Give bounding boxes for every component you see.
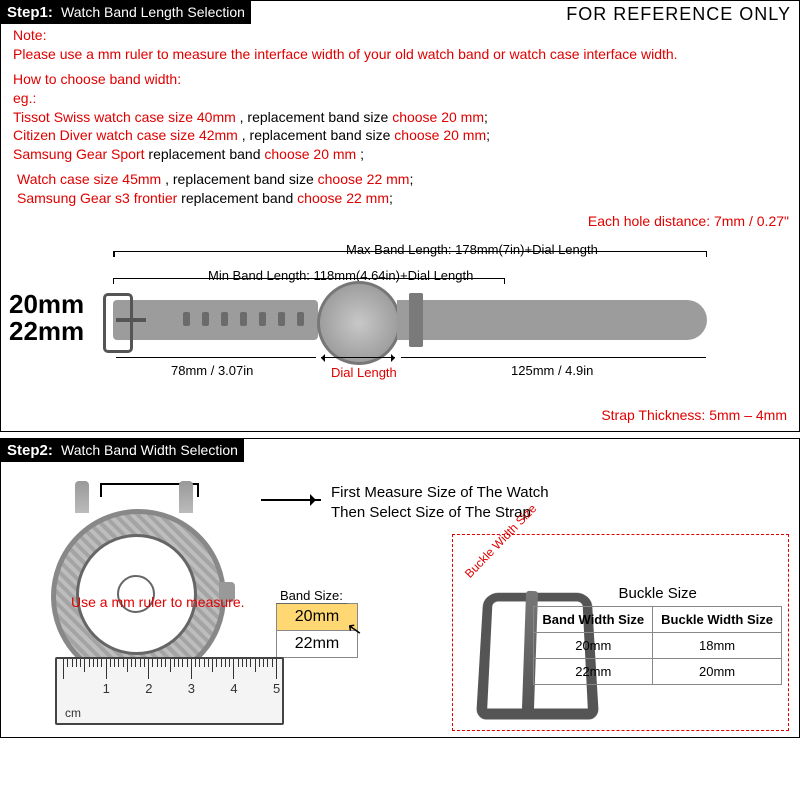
cursor-icon: ↖: [345, 618, 364, 641]
step1-header: Step1: Watch Band Length Selection: [1, 1, 251, 24]
buckle-size-table: Buckle Size Band Width Size Buckle Width…: [533, 585, 782, 685]
ruler-mark: 2: [145, 681, 152, 696]
arrow-icon: [261, 499, 321, 501]
example-1: Tissot Swiss watch case size 40mm , repl…: [13, 108, 787, 127]
ex2-choose: choose 20 mm: [394, 127, 486, 143]
hole-distance-label: Each hole distance: 7mm / 0.27": [588, 213, 789, 229]
band-size-options: 20mm 22mm: [9, 291, 84, 346]
seg-78mm-label: 78mm / 3.07in: [171, 363, 253, 378]
watch-dial: [317, 281, 401, 365]
size-20mm: 20mm: [9, 291, 84, 318]
size-22mm: 22mm: [9, 318, 84, 345]
step1-title: Watch Band Length Selection: [61, 4, 245, 20]
band-size-title: Band Size:: [276, 588, 347, 604]
ex4-model: Watch case size 45mm: [17, 171, 161, 187]
ruler-unit: cm: [65, 706, 81, 720]
ex5-mid: replacement band: [177, 190, 297, 206]
ex1-mid: , replacement band size: [236, 109, 392, 125]
ex2-model: Citizen Diver watch case size 42mm: [13, 127, 238, 143]
buckle-th-bucklewidth: Buckle Width Size: [653, 607, 782, 633]
table-row: 20mm 18mm: [534, 633, 782, 659]
strap-keeper: [409, 293, 423, 347]
table-row: 22mm 20mm: [534, 659, 782, 685]
band-size-22mm[interactable]: 22mm: [276, 630, 358, 658]
buckle-table-caption: Buckle Size: [533, 585, 782, 606]
ex5-model: Samsung Gear s3 frontier: [17, 190, 177, 206]
howto-label: How to choose band width:: [13, 70, 787, 89]
ex5-choose: choose 22 mm: [297, 190, 389, 206]
buckle-icon: [103, 293, 133, 353]
buckle-th-bandwidth: Band Width Size: [534, 607, 653, 633]
buckle-size-panel: Buckle Width Size Buckle Size Band Width…: [452, 534, 789, 731]
ex3-model: Samsung Gear Sport: [13, 146, 145, 162]
ruler-mark: 4: [230, 681, 237, 696]
ex2-mid: , replacement band size: [238, 127, 394, 143]
note-text: Please use a mm ruler to measure the int…: [13, 45, 787, 64]
ruler-mark: 3: [188, 681, 195, 696]
instr-line1: First Measure Size of The Watch: [331, 483, 549, 503]
ruler: 1 2 3 4 5 cm: [55, 657, 284, 725]
note-label: Note:: [13, 26, 787, 45]
ruler-mark: 1: [103, 681, 110, 696]
ex3-choose: choose 20 mm: [264, 146, 356, 162]
use-ruler-label: Use a mm ruler to measure.: [71, 594, 245, 610]
step2-label: Step2:: [7, 442, 53, 459]
example-2: Citizen Diver watch case size 42mm , rep…: [13, 126, 787, 145]
reference-only-label: FOR REFERENCE ONLY: [566, 4, 791, 25]
ex4-mid: , replacement band size: [161, 171, 317, 187]
example-5: Samsung Gear s3 frontier replacement ban…: [13, 189, 787, 208]
example-4: Watch case size 45mm , replacement band …: [13, 170, 787, 189]
seg-dial-label: Dial Length: [331, 365, 397, 380]
max-band-label: Max Band Length: 178mm(7in)+Dial Length: [346, 242, 598, 257]
ex4-choose: choose 22 mm: [318, 171, 410, 187]
ruler-mark: 5: [273, 681, 280, 696]
ex3-mid: replacement band: [145, 146, 265, 162]
ex1-choose: choose 20 mm: [392, 109, 484, 125]
eg-label: eg.:: [13, 89, 787, 108]
ex1-model: Tissot Swiss watch case size 40mm: [13, 109, 236, 125]
note-block: Note: Please use a mm ruler to measure t…: [1, 24, 799, 208]
min-band-label: Min Band Length: 118mm(4.64in)+Dial Leng…: [208, 268, 473, 283]
step2-title: Watch Band Width Selection: [61, 442, 238, 458]
seg-125mm-label: 125mm / 4.9in: [511, 363, 593, 378]
strap-thickness-label: Strap Thickness: 5mm – 4mm: [601, 407, 787, 423]
strap-right: [397, 300, 707, 340]
step2-header: Step2: Watch Band Width Selection: [1, 439, 244, 462]
step1-label: Step1:: [7, 4, 53, 21]
example-3: Samsung Gear Sport replacement band choo…: [13, 145, 787, 164]
band-length-diagram: Max Band Length: 178mm(7in)+Dial Length …: [81, 245, 721, 415]
